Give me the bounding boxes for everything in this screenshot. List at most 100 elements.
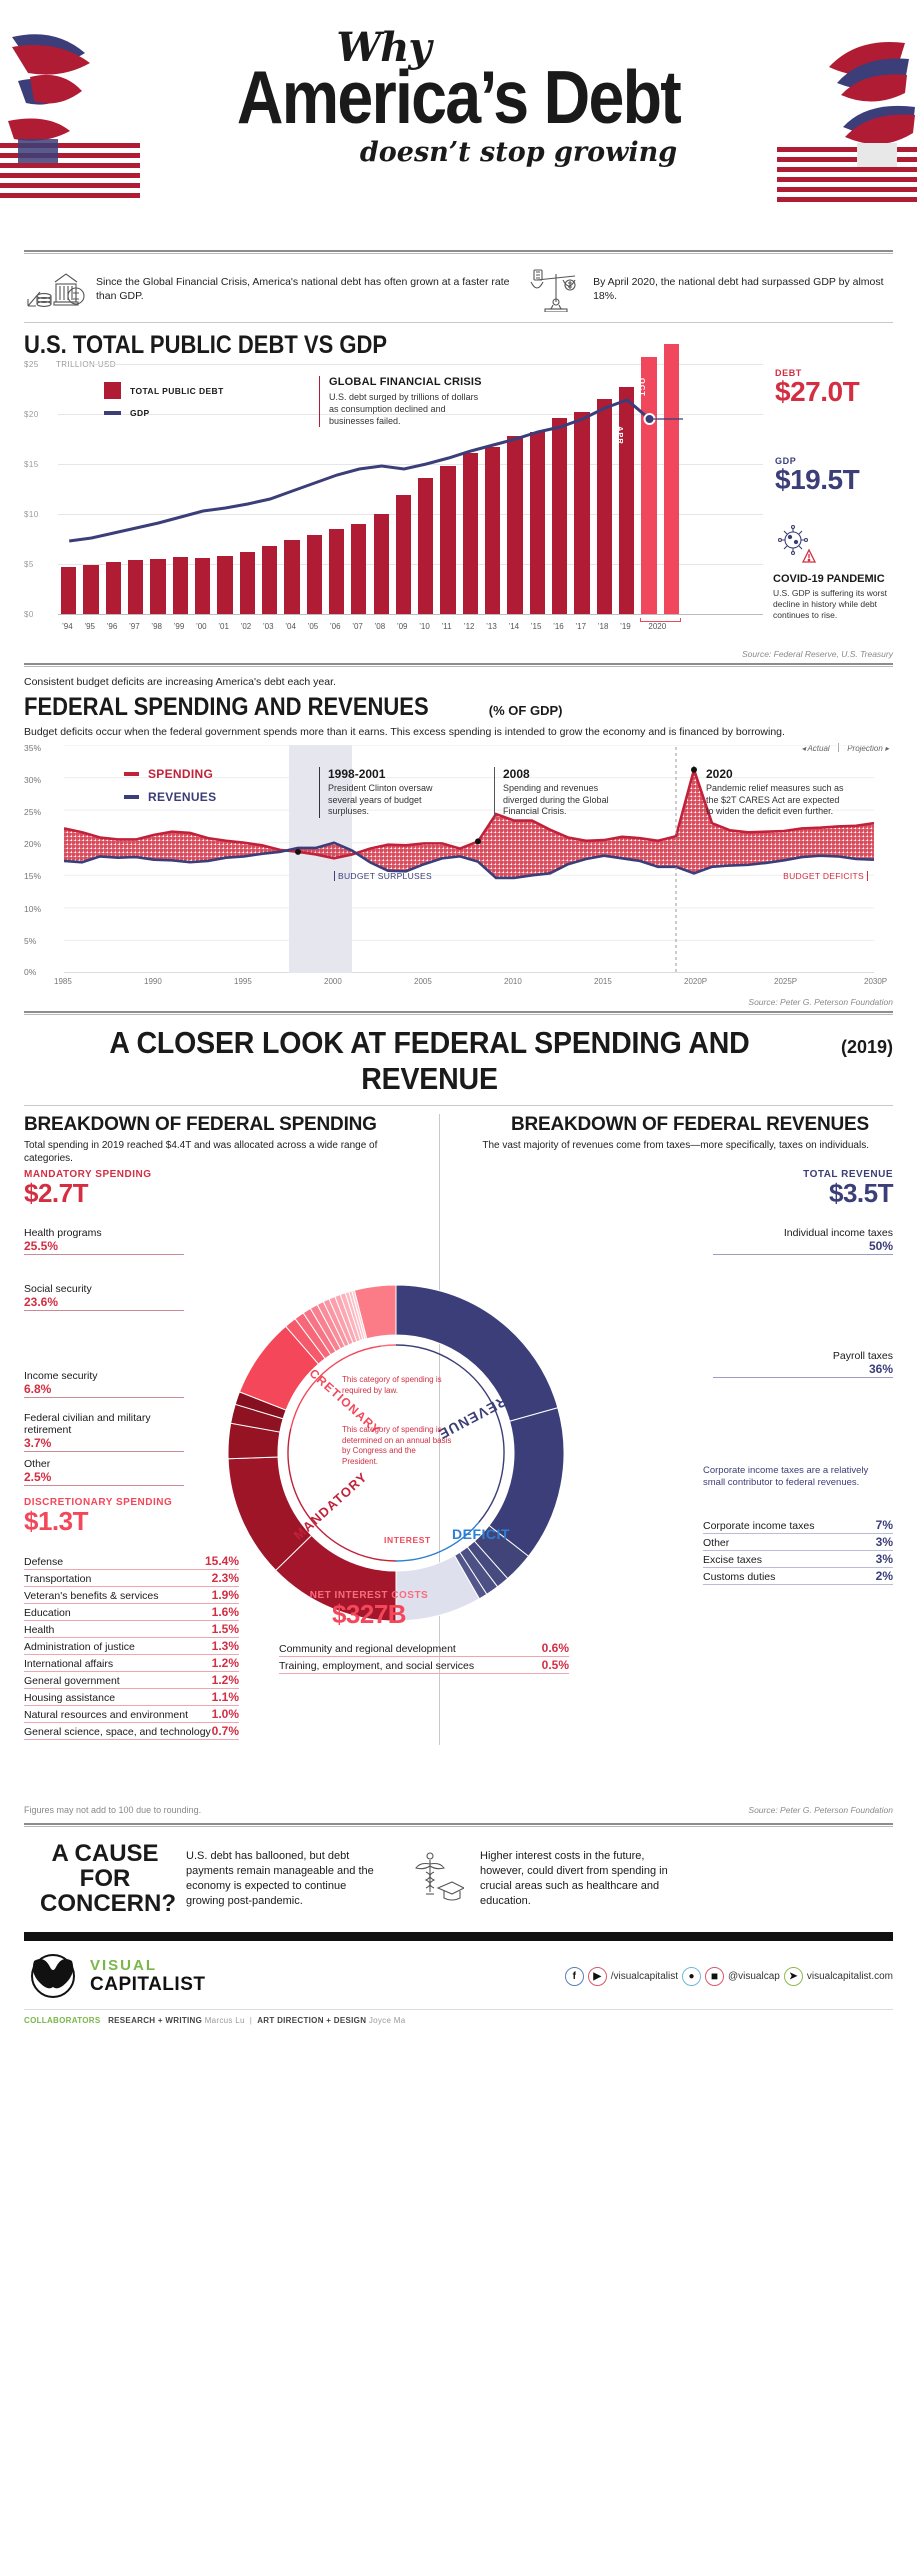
row-value: 3% <box>875 1552 893 1566</box>
chart1-bar <box>83 565 99 614</box>
callout-debt-value: $27.0T <box>775 376 860 407</box>
chart1-annotation-gfc: GLOBAL FINANCIAL CRISIS U.S. debt surged… <box>319 376 484 427</box>
row-value: 2% <box>875 1569 893 1583</box>
chart2-ytick-30: 30% <box>24 775 42 785</box>
chart2-xtick: 2020P <box>684 977 708 986</box>
closer-year: (2019) <box>840 1037 893 1057</box>
social-links: f ▶ /visualcapitalist ● ■ @visualcap ➤ v… <box>564 1966 893 1986</box>
row-value: 1.0% <box>211 1707 239 1721</box>
revenues-heading: BREAKDOWN OF FEDERAL REVENUES <box>510 1114 869 1135</box>
donut-inner-ring <box>395 1344 505 1523</box>
note-1998-year: 1998-2001 <box>328 767 386 781</box>
chart1-bar <box>284 540 300 614</box>
donut-slice <box>395 1554 481 1622</box>
chart1-bar <box>574 412 590 614</box>
website-url[interactable]: visualcapitalist.com <box>806 1970 893 1982</box>
chart1-bar <box>328 529 345 614</box>
chart1-xtick: ’11 <box>441 622 452 631</box>
chart2-xtick: 2010 <box>504 977 522 986</box>
handle-visualcapitalist: /visualcapitalist <box>610 1970 678 1982</box>
chart2-label-deficits: BUDGET DEFICITS <box>783 871 868 881</box>
breakdown-row: Transportation 2.3% <box>24 1570 239 1587</box>
flag-decoration-right <box>777 42 917 202</box>
title-block: Why America’s Debt doesn’t stop growing <box>0 28 917 168</box>
youtube-icon[interactable]: ▶ <box>587 1966 607 1986</box>
donut-ring-label: MANDATORY <box>291 1469 371 1543</box>
chart1-xtick: ’15 <box>530 622 542 631</box>
cursor-icon[interactable]: ➤ <box>783 1966 803 1986</box>
chart1-xtick: ’09 <box>396 622 408 631</box>
divider-chart1 <box>24 322 893 323</box>
research-label: RESEARCH + WRITING <box>108 2016 203 2025</box>
chart2-plot: SPENDING REVENUES 1998-2001 President Cl… <box>64 745 874 973</box>
item-value: 25.5% <box>24 1239 59 1253</box>
collab-label: COLLABORATORS <box>24 2016 101 2025</box>
row-value: 1.3% <box>211 1639 239 1653</box>
twitter-icon[interactable]: ● <box>682 1966 701 1986</box>
chart2-ytick-10: 10% <box>24 904 42 914</box>
chart2-series-svg <box>64 745 874 973</box>
breakdown-row: International affairs 1.2% <box>24 1655 239 1672</box>
chart1-bar <box>373 514 389 614</box>
chart2-ytick-25: 25% <box>24 807 42 817</box>
chart2-note: Budget deficits occur when the federal g… <box>24 726 785 738</box>
chart1-bar <box>552 418 568 614</box>
chart2-legend-item-spending: SPENDING <box>124 767 216 781</box>
legend-swatch-debt <box>104 382 121 399</box>
divider-closer <box>24 1011 893 1015</box>
discretionary-list: Defense 15.4% Transportation 2.3% Veteran's … <box>24 1553 239 1740</box>
chart1-bar <box>351 524 367 614</box>
legend-label-spending: SPENDING <box>148 767 214 781</box>
chart2-actual-label: ◂ Actual <box>801 744 830 753</box>
chart1-plot: APR OCT <box>58 344 683 614</box>
chart1-xtick: ’96 <box>106 622 118 631</box>
item-value: 6.8% <box>24 1382 52 1396</box>
row-value: 0.6% <box>541 1641 569 1655</box>
revenues-note: The vast majority of revenues come from … <box>482 1140 869 1151</box>
chart2-projection-label: Projection ▸ <box>847 744 889 753</box>
donut-inner-ring <box>290 1345 382 1429</box>
mandatory-item-income-security: Income security 6.8% <box>24 1370 184 1398</box>
chart1-bar <box>663 344 679 614</box>
row-label: General science, space, and technology <box>24 1726 211 1738</box>
interest-label: NET INTEREST COSTS <box>309 1590 429 1601</box>
chart1-ytick-10: $10 <box>24 510 39 519</box>
chart1-legend-item-debt: TOTAL PUBLIC DEBT <box>104 382 224 399</box>
cause-section: A CAUSE FOR CONCERN? U.S. debt has ballo… <box>40 1841 877 1916</box>
chart2-note-2008: 2008 Spending and revenues diverged duri… <box>494 767 624 818</box>
breakdown-row: Natural resources and environment 1.0% <box>24 1706 239 1723</box>
item-label: Payroll taxes <box>832 1350 893 1362</box>
legend-label-debt: TOTAL PUBLIC DEBT <box>130 385 224 396</box>
chart2-ytick-0: 0% <box>24 967 37 977</box>
instagram-icon[interactable]: ■ <box>705 1966 724 1986</box>
breakdown-row: Defense 15.4% <box>24 1553 239 1570</box>
chart2-label-surpluses: BUDGET SURPLUSES <box>334 871 432 881</box>
chart1-bar <box>127 560 144 614</box>
closer-footnote: Figures may not add to 100 due to roundi… <box>24 1805 202 1815</box>
chart1-bar <box>61 567 77 614</box>
chart1-bar <box>596 399 613 614</box>
facebook-icon[interactable]: f <box>564 1966 584 1986</box>
breakdown-row: General government 1.2% <box>24 1672 239 1689</box>
chart1-xtick: ’16 <box>553 622 564 631</box>
chart2-xtick: 2030P <box>864 977 888 986</box>
ring-label-deficit: DEFICIT <box>452 1526 510 1542</box>
row-value: 7% <box>875 1518 893 1532</box>
cause-text-left: U.S. debt has ballooned, but debt paymen… <box>186 1849 374 1907</box>
chart2-xtick: 1985 <box>54 977 72 986</box>
caduceus-graduation-icon <box>415 1851 464 1901</box>
discretionary-block: DISCRETIONARY SPENDING $1.3T <box>24 1497 204 1535</box>
breakdown-headers: BREAKDOWN OF FEDERAL SPENDING Total spen… <box>24 1114 893 1165</box>
row-value: 2.3% <box>211 1571 239 1585</box>
breakdown-row: Customs duties 2% <box>703 1568 893 1585</box>
chart1-bar <box>105 562 121 614</box>
gfc-title: GLOBAL FINANCIAL CRISIS <box>329 376 482 388</box>
chart1-bar-tag-apr: APR <box>616 426 625 445</box>
chart1-ytick-0: $0 <box>24 610 34 619</box>
row-value: 3% <box>875 1535 893 1549</box>
chart1-xaxis: ’94 ’95 ’96 ’97 ’98 ’99 ’00 ’01 ’02 ’03 ’04 ’05 ’06 ’… <box>58 616 683 638</box>
row-value: 1.6% <box>211 1605 239 1619</box>
chart1-xtick: ’10 <box>419 622 430 631</box>
chart1-xtick: ’99 <box>173 622 185 631</box>
row-value: 1.5% <box>211 1622 239 1636</box>
